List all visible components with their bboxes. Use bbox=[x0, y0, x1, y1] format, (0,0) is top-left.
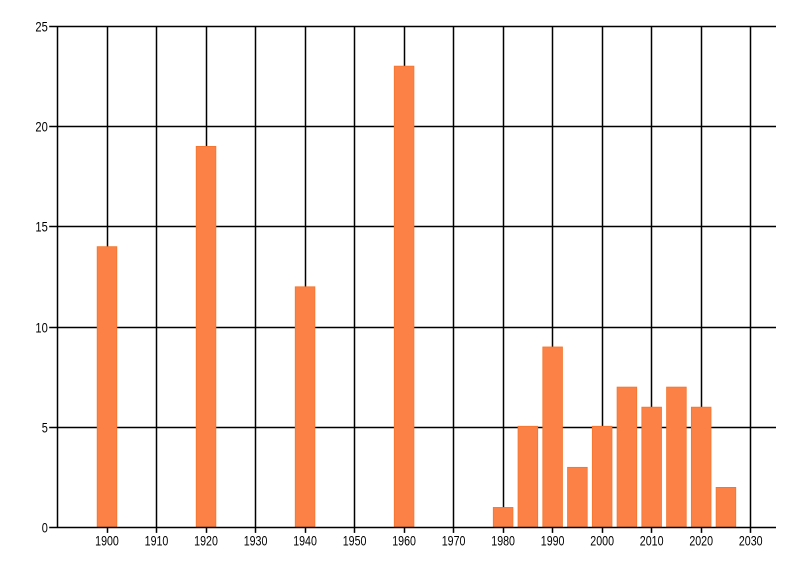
svg-text:5: 5 bbox=[42, 419, 48, 435]
svg-text:1970: 1970 bbox=[442, 533, 466, 549]
svg-text:2030: 2030 bbox=[739, 533, 763, 549]
svg-text:15: 15 bbox=[35, 218, 48, 234]
svg-text:1900: 1900 bbox=[95, 533, 119, 549]
svg-text:20: 20 bbox=[35, 118, 48, 134]
svg-text:1940: 1940 bbox=[293, 533, 317, 549]
svg-text:1990: 1990 bbox=[541, 533, 565, 549]
svg-text:1980: 1980 bbox=[491, 533, 515, 549]
svg-text:2000: 2000 bbox=[590, 533, 614, 549]
svg-text:0: 0 bbox=[42, 519, 48, 535]
svg-text:25: 25 bbox=[35, 18, 48, 34]
svg-text:1910: 1910 bbox=[145, 533, 169, 549]
svg-text:2010: 2010 bbox=[640, 533, 664, 549]
svg-text:1930: 1930 bbox=[244, 533, 268, 549]
svg-text:10: 10 bbox=[35, 319, 48, 335]
svg-text:1960: 1960 bbox=[392, 533, 416, 549]
svg-text:1950: 1950 bbox=[343, 533, 367, 549]
svg-text:2020: 2020 bbox=[689, 533, 713, 549]
svg-text:1920: 1920 bbox=[194, 533, 218, 549]
